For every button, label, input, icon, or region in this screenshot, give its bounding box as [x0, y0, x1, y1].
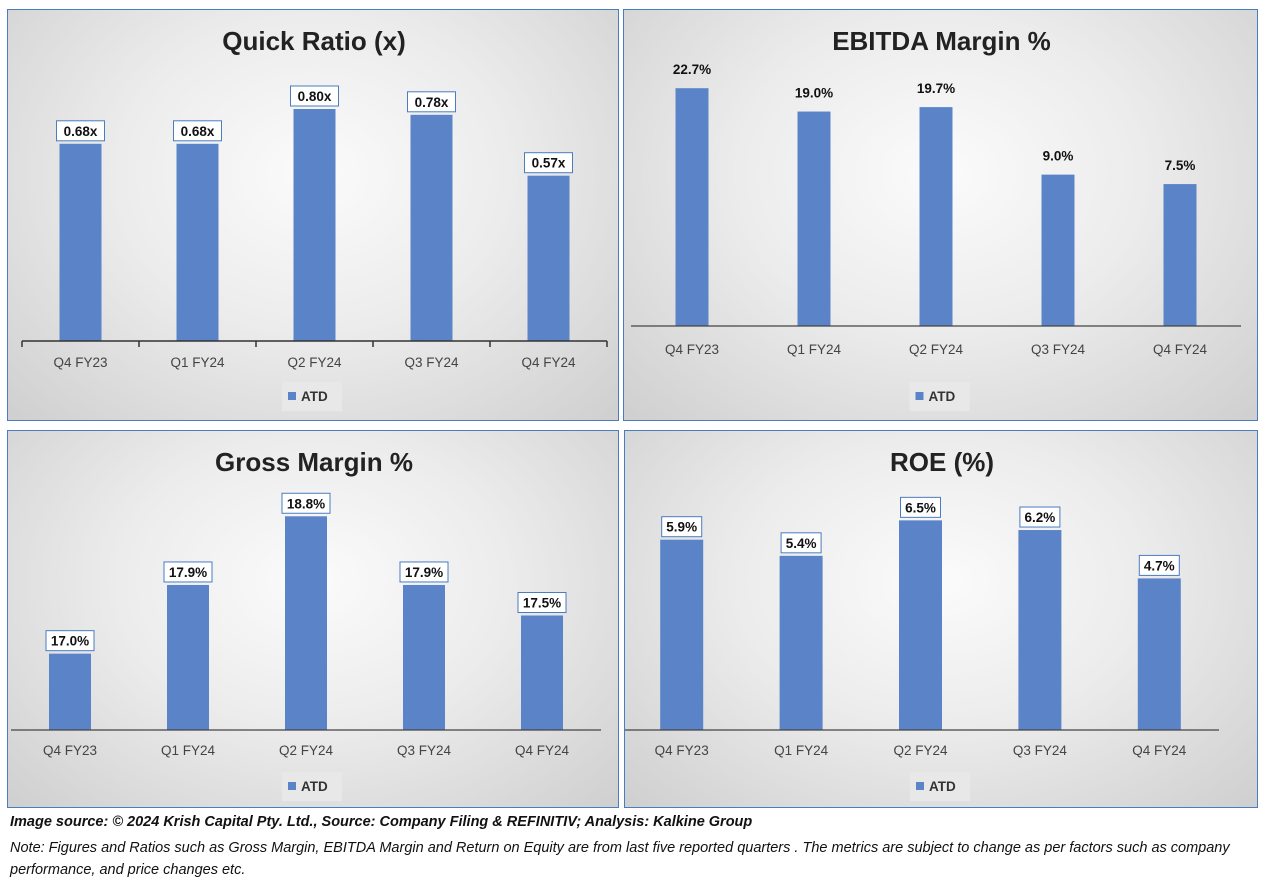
data-label: 9.0%: [1043, 149, 1074, 164]
data-label-box: [1138, 554, 1180, 576]
category-label: Q4 FY24: [1132, 743, 1187, 758]
data-label: 22.7%: [673, 62, 711, 77]
bar: [403, 584, 445, 730]
category-label: Q4 FY23: [655, 743, 709, 758]
data-label-box: [524, 152, 573, 174]
chart-title: Gross Margin %: [215, 447, 413, 477]
legend-label: ATD: [929, 389, 956, 404]
legend-swatch: [288, 782, 296, 790]
data-label-box: [661, 516, 703, 538]
bar: [176, 143, 219, 341]
data-label-box: [517, 592, 567, 613]
bar: [410, 114, 453, 341]
bar: [1041, 174, 1075, 326]
category-label: Q1 FY24: [787, 342, 842, 357]
category-label: Q4 FY23: [665, 342, 719, 357]
data-label: 17.5%: [523, 596, 561, 611]
data-label: 18.8%: [287, 496, 325, 511]
data-label: 5.4%: [786, 536, 817, 551]
bar: [899, 520, 942, 730]
data-label-box: [45, 630, 95, 652]
chart-roe: ROE (%) 5.9% Q4 FY23 5.4% Q1 FY24 6.5% Q2 FY24…: [624, 430, 1258, 808]
chart-title: Quick Ratio (x): [222, 26, 405, 56]
data-label: 19.0%: [795, 86, 833, 101]
bar: [1137, 578, 1181, 730]
data-label-box: [407, 91, 456, 113]
legend-swatch: [916, 782, 924, 790]
data-label: 19.7%: [917, 81, 955, 96]
footnote: Note: Figures and Ratios such as Gross M…: [10, 840, 1230, 878]
data-label: 0.68x: [181, 124, 215, 139]
category-label: Q2 FY24: [279, 743, 334, 758]
data-label: 6.2%: [1025, 510, 1056, 525]
chart-svg: ROE (%) 5.9% Q4 FY23 5.4% Q1 FY24 6.5% Q2 FY24…: [625, 447, 1219, 801]
data-label-box: [1019, 506, 1061, 528]
chart-svg: Gross Margin % 17.0% Q4 FY23 17.9% Q1 FY24 18…: [11, 447, 601, 801]
category-label: Q4 FY24: [515, 743, 570, 758]
data-label-box: [281, 492, 331, 514]
data-label-box: [173, 120, 222, 142]
data-label: 4.7%: [1144, 558, 1175, 573]
bar: [285, 516, 327, 730]
chart-title: EBITDA Margin %: [832, 26, 1051, 56]
data-label-box: [900, 496, 941, 518]
bar: [660, 539, 704, 730]
bar: [675, 88, 709, 326]
category-label: Q4 FY23: [43, 743, 97, 758]
bar: [797, 111, 831, 327]
bar: [779, 555, 823, 730]
chart-ebitda-margin: EBITDA Margin % 22.7% Q4 FY23 19.0% Q1 FY24 1…: [623, 9, 1258, 421]
category-label: Q3 FY24: [397, 743, 452, 758]
data-label: 6.5%: [905, 500, 936, 515]
category-label: Q3 FY24: [1013, 743, 1068, 758]
chart-svg: Quick Ratio (x) 0.68x Q4 FY23 0.68x Q1 FY24 0…: [21, 26, 608, 411]
bar: [1018, 530, 1062, 730]
legend-label: ATD: [929, 779, 956, 794]
legend-label: ATD: [301, 779, 328, 794]
data-label: 5.9%: [666, 520, 697, 535]
category-label: Q2 FY24: [893, 743, 948, 758]
chart-gross-margin: Gross Margin % 17.0% Q4 FY23 17.9% Q1 FY24 18…: [7, 430, 619, 808]
category-label: Q1 FY24: [774, 743, 829, 758]
bar: [49, 653, 91, 730]
bar: [59, 143, 102, 341]
category-label: Q2 FY24: [909, 342, 964, 357]
chart-svg: EBITDA Margin % 22.7% Q4 FY23 19.0% Q1 FY24 1…: [631, 26, 1241, 411]
category-label: Q1 FY24: [170, 355, 225, 370]
bar: [167, 584, 209, 730]
data-label: 0.80x: [298, 89, 332, 104]
data-label-box: [56, 120, 105, 142]
bar: [293, 109, 336, 341]
category-label: Q2 FY24: [287, 355, 342, 370]
bar: [1163, 184, 1197, 326]
category-label: Q4 FY24: [1153, 342, 1208, 357]
data-label: 7.5%: [1165, 158, 1196, 173]
data-label: 0.57x: [532, 156, 566, 171]
category-label: Q4 FY23: [53, 355, 107, 370]
data-label: 17.0%: [51, 634, 89, 649]
bar: [527, 175, 570, 341]
bar: [521, 615, 563, 730]
data-label-box: [399, 561, 449, 583]
data-label: 0.68x: [64, 124, 98, 139]
data-label: 17.9%: [405, 565, 443, 580]
category-label: Q3 FY24: [404, 355, 459, 370]
legend-swatch: [915, 392, 924, 400]
data-label-box: [780, 532, 822, 554]
data-label: 0.78x: [415, 95, 449, 110]
category-label: Q1 FY24: [161, 743, 216, 758]
data-label-box: [290, 85, 339, 107]
data-label: 17.9%: [169, 565, 207, 580]
category-label: Q4 FY24: [521, 355, 576, 370]
category-label: Q3 FY24: [1031, 342, 1086, 357]
bar: [919, 107, 953, 326]
legend-label: ATD: [301, 389, 328, 404]
image-source: Image source: © 2024 Krish Capital Pty. …: [10, 814, 753, 830]
chart-title: ROE (%): [890, 447, 994, 477]
data-label-box: [163, 561, 213, 583]
chart-quick-ratio: Quick Ratio (x) 0.68x Q4 FY23 0.68x Q1 FY24 0…: [7, 9, 619, 421]
legend-swatch: [288, 392, 296, 400]
